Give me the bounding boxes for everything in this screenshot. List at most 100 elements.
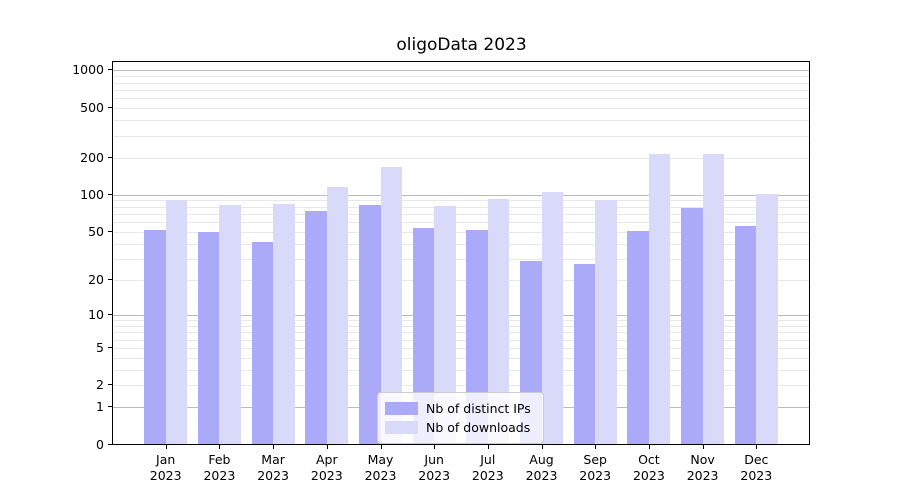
y-tick-label: 50 <box>88 223 104 239</box>
minor-gridline <box>113 213 809 215</box>
y-tick-label: 2 <box>96 377 104 393</box>
x-tick-label: May 2023 <box>364 452 397 483</box>
bar-distinct-ips <box>197 231 220 444</box>
bar-distinct-ips <box>573 264 596 444</box>
minor-gridline <box>113 200 809 202</box>
x-tick-mark <box>326 445 328 449</box>
minor-gridline <box>113 206 809 208</box>
minor-gridline <box>113 347 809 349</box>
y-tick-mark <box>108 384 112 386</box>
x-tick-label: Feb 2023 <box>203 452 236 483</box>
x-tick-label: Dec 2023 <box>740 452 773 483</box>
x-tick-mark <box>648 445 650 449</box>
minor-gridline <box>113 135 809 137</box>
bar-distinct-ips <box>144 229 166 444</box>
minor-gridline <box>113 339 809 341</box>
minor-gridline <box>113 231 809 233</box>
bar-downloads <box>219 204 241 444</box>
minor-gridline <box>113 369 809 371</box>
x-tick-mark <box>165 445 167 449</box>
y-tick-label: 100 <box>80 186 104 202</box>
minor-gridline <box>113 258 809 260</box>
major-gridline <box>113 194 809 196</box>
bar-downloads <box>756 194 778 444</box>
plot-area <box>112 61 810 445</box>
bar-downloads <box>702 154 725 444</box>
minor-gridline <box>113 76 809 78</box>
x-tick-mark <box>487 445 489 449</box>
legend-swatch-downloads <box>385 421 418 434</box>
bar-distinct-ips <box>412 227 435 444</box>
y-tick-mark <box>108 69 112 71</box>
bar-downloads <box>380 167 402 444</box>
y-tick-label: 5 <box>96 339 104 355</box>
bar-downloads <box>487 199 510 444</box>
minor-gridline <box>113 243 809 245</box>
major-gridline <box>113 70 809 72</box>
bar-distinct-ips <box>466 229 488 444</box>
y-tick-label: 1 <box>96 399 104 415</box>
major-gridline <box>113 315 809 316</box>
y-tick-mark <box>108 106 112 108</box>
bar-distinct-ips <box>681 208 703 444</box>
legend: Nb of distinct IPs Nb of downloads <box>377 392 544 444</box>
y-tick-mark <box>108 278 112 280</box>
minor-gridline <box>113 98 809 100</box>
x-tick-label: Apr 2023 <box>310 452 343 483</box>
bar-distinct-ips <box>359 204 381 444</box>
x-tick-mark <box>434 445 436 449</box>
y-tick-mark <box>108 230 112 232</box>
minor-gridline <box>113 89 809 91</box>
x-tick-label: Jan 2023 <box>149 452 182 483</box>
minor-gridline <box>113 222 809 224</box>
y-tick-mark <box>108 406 112 408</box>
chart-title: oligoData 2023 <box>396 35 527 55</box>
x-tick-label: Oct 2023 <box>632 452 665 483</box>
minor-gridline <box>113 325 809 327</box>
x-tick-label: Sep 2023 <box>579 452 612 483</box>
y-tick-mark <box>108 314 112 315</box>
legend-label-downloads: Nb of downloads <box>426 420 531 435</box>
bar-downloads <box>165 200 188 444</box>
x-tick-label: Nov 2023 <box>686 452 719 483</box>
bar-distinct-ips <box>251 242 274 444</box>
y-tick-label: 1000 <box>72 62 104 78</box>
minor-gridline <box>113 107 809 109</box>
bar-downloads <box>595 200 617 444</box>
x-tick-mark <box>541 445 543 449</box>
bar-downloads <box>541 192 563 444</box>
minor-gridline <box>113 332 809 334</box>
x-tick-mark <box>756 445 758 449</box>
bar-distinct-ips <box>734 225 757 444</box>
minor-gridline <box>113 157 809 159</box>
y-tick-label: 0 <box>96 437 104 452</box>
y-tick-mark <box>108 346 112 348</box>
x-tick-label: Jul 2023 <box>471 452 504 483</box>
x-tick-mark <box>702 445 704 449</box>
bar-downloads <box>434 206 456 444</box>
x-tick-mark <box>380 445 382 449</box>
legend-item-distinct-ips: Nb of distinct IPs <box>385 400 535 417</box>
minor-gridline <box>113 120 809 121</box>
bar-downloads <box>648 153 671 444</box>
legend-label-distinct-ips: Nb of distinct IPs <box>426 401 531 416</box>
y-tick-mark <box>108 444 112 445</box>
x-tick-mark <box>219 445 221 449</box>
y-tick-mark <box>108 156 112 158</box>
x-tick-label: Aug 2023 <box>525 452 558 483</box>
bar-distinct-ips <box>627 230 649 444</box>
bar-distinct-ips <box>305 210 327 444</box>
y-tick-label: 20 <box>88 271 104 287</box>
bar-downloads <box>326 187 349 444</box>
bar-downloads <box>273 203 295 444</box>
legend-item-downloads: Nb of downloads <box>385 419 535 436</box>
minor-gridline <box>113 320 809 322</box>
x-tick-label: Jun 2023 <box>418 452 451 483</box>
y-tick-label: 10 <box>88 307 104 322</box>
x-tick-mark <box>595 445 597 449</box>
x-tick-label: Mar 2023 <box>257 452 289 483</box>
y-tick-mark <box>108 193 112 195</box>
minor-gridline <box>113 82 809 84</box>
minor-gridline <box>113 357 809 359</box>
